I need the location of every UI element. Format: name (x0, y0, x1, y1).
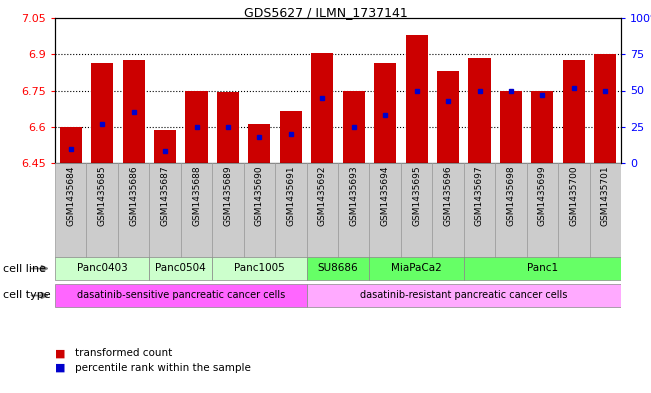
Text: GSM1435684: GSM1435684 (66, 166, 76, 226)
Text: GSM1435686: GSM1435686 (129, 166, 138, 226)
Text: GSM1435685: GSM1435685 (98, 166, 107, 226)
Text: GSM1435701: GSM1435701 (601, 166, 610, 226)
Bar (307, 284, 621, 307)
Bar (342, 90, 365, 163)
Text: GSM1435690: GSM1435690 (255, 166, 264, 226)
Text: GSM1435688: GSM1435688 (192, 166, 201, 226)
Text: ■: ■ (55, 363, 66, 373)
Bar (217, 92, 239, 163)
Bar (149, 163, 181, 258)
Bar (527, 163, 558, 258)
Bar (249, 124, 270, 163)
Text: transformed count: transformed count (74, 348, 172, 358)
Text: GSM1435699: GSM1435699 (538, 166, 547, 226)
Text: GSM1435695: GSM1435695 (412, 166, 421, 226)
Bar (370, 257, 464, 280)
Bar (307, 163, 338, 258)
Bar (500, 90, 522, 163)
Text: GSM1435700: GSM1435700 (570, 166, 578, 226)
Text: ■: ■ (55, 348, 66, 358)
Bar (186, 90, 208, 163)
Bar (212, 257, 307, 280)
Bar (563, 60, 585, 163)
Bar (406, 35, 428, 163)
Bar (243, 163, 275, 258)
Bar (464, 257, 621, 280)
Bar (469, 58, 490, 163)
Text: SU8686: SU8686 (318, 263, 358, 273)
Text: Panc0403: Panc0403 (77, 263, 128, 273)
Bar (374, 63, 396, 163)
Bar (60, 127, 82, 163)
Bar (311, 53, 333, 163)
Bar (87, 163, 118, 258)
Text: GSM1435694: GSM1435694 (381, 166, 390, 226)
Text: dasatinib-sensitive pancreatic cancer cells: dasatinib-sensitive pancreatic cancer ce… (77, 290, 285, 300)
Bar (122, 60, 145, 163)
Bar (558, 163, 590, 258)
Text: GSM1435691: GSM1435691 (286, 166, 296, 226)
Bar (118, 163, 149, 258)
Bar (338, 163, 370, 258)
Bar (91, 63, 113, 163)
Bar (307, 257, 370, 280)
Text: cell type: cell type (3, 290, 51, 301)
Text: GSM1435693: GSM1435693 (349, 166, 358, 226)
Text: GSM1435698: GSM1435698 (506, 166, 516, 226)
Text: GSM1435687: GSM1435687 (161, 166, 169, 226)
Bar (55, 284, 307, 307)
Bar (149, 257, 212, 280)
Bar (280, 111, 302, 163)
Bar (531, 90, 553, 163)
Bar (275, 163, 307, 258)
Bar (432, 163, 464, 258)
Text: MiaPaCa2: MiaPaCa2 (391, 263, 442, 273)
Text: Panc1: Panc1 (527, 263, 558, 273)
Bar (590, 163, 621, 258)
Text: cell line: cell line (3, 263, 46, 274)
Bar (181, 163, 212, 258)
Text: Panc1005: Panc1005 (234, 263, 284, 273)
Bar (495, 163, 527, 258)
Bar (401, 163, 432, 258)
Text: GDS5627 / ILMN_1737141: GDS5627 / ILMN_1737141 (243, 7, 408, 20)
Text: GSM1435697: GSM1435697 (475, 166, 484, 226)
Bar (594, 54, 616, 163)
Text: Panc0504: Panc0504 (156, 263, 206, 273)
Bar (437, 71, 459, 163)
Text: percentile rank within the sample: percentile rank within the sample (74, 363, 251, 373)
Text: GSM1435696: GSM1435696 (443, 166, 452, 226)
Bar (370, 163, 401, 258)
Text: GSM1435692: GSM1435692 (318, 166, 327, 226)
Bar (55, 163, 87, 258)
Text: dasatinib-resistant pancreatic cancer cells: dasatinib-resistant pancreatic cancer ce… (360, 290, 568, 300)
Bar (212, 163, 243, 258)
Bar (464, 163, 495, 258)
Bar (55, 257, 149, 280)
Text: GSM1435689: GSM1435689 (223, 166, 232, 226)
Bar (154, 130, 176, 163)
